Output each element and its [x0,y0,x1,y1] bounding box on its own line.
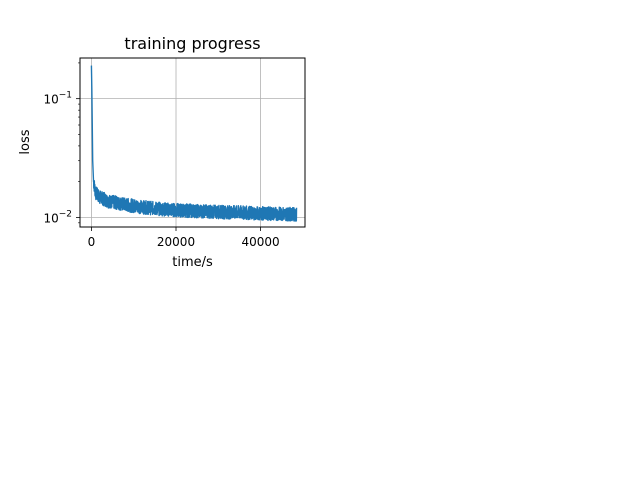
x-tick-label-2: 40000 [241,235,279,249]
axes-frame [79,57,306,228]
y-tick-label-1: 10−1 [43,91,72,107]
y-tick-label-0: 10−2 [43,209,72,225]
plot-area: 0 20000 40000 10−2 10−1 [43,57,306,249]
x-tick-label-1: 20000 [157,235,195,249]
x-tick-label-0: 0 [88,235,96,249]
series-line-0 [90,65,298,222]
chart-title: training progress [124,34,260,53]
y-axis-label: loss [18,129,33,154]
x-axis-label: time/s [172,255,213,270]
